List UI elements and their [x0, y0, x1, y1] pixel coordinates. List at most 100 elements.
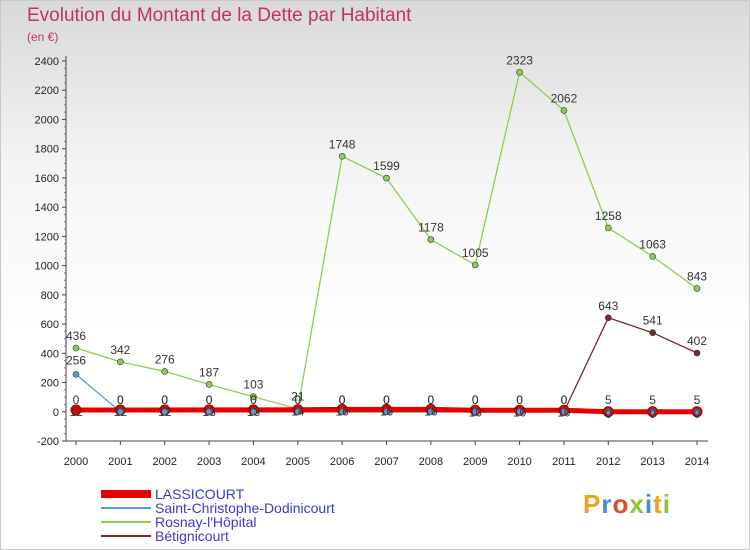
x-tick-label: 2001 [108, 456, 132, 468]
x-tick-label: 2002 [152, 456, 176, 468]
data-label: 12 [69, 405, 83, 419]
data-label: 0 [561, 393, 568, 407]
x-tick-label: 2013 [640, 456, 664, 468]
x-tick-label: 2012 [596, 456, 620, 468]
x-tick-label: 2004 [241, 456, 265, 468]
data-point [294, 408, 302, 416]
x-tick-label: 2010 [507, 456, 531, 468]
data-point [161, 408, 169, 416]
data-label: 1178 [418, 221, 444, 235]
data-label: 10 [469, 405, 483, 419]
data-point [604, 314, 612, 322]
data-label: 0 [250, 393, 257, 407]
y-tick-label: 2000 [35, 114, 59, 126]
data-label: 0 [73, 393, 80, 407]
data-label: 541 [643, 314, 663, 328]
data-point [693, 408, 701, 416]
data-point [604, 408, 612, 416]
data-label: 0 [472, 393, 479, 407]
data-label: 0 [339, 393, 346, 407]
data-label: 0 [161, 393, 168, 407]
data-point [693, 285, 701, 292]
data-label: 13 [202, 405, 216, 419]
data-point [649, 408, 657, 416]
data-label: 14 [291, 405, 305, 419]
legend-label: Rosnay-l'Hôpital [155, 514, 257, 530]
data-point [471, 408, 479, 416]
data-label: 0 [206, 393, 213, 407]
logo-letter: i [644, 489, 654, 519]
y-tick-label: 2400 [35, 56, 59, 68]
data-point [560, 107, 568, 114]
x-tick-label: 2007 [374, 456, 398, 468]
data-label: 643 [598, 299, 618, 313]
legend-label: Saint-Christophe-Dodinicourt [155, 500, 335, 516]
data-label: 0 [383, 393, 390, 407]
y-tick-label: 1000 [35, 261, 59, 273]
data-label: 16 [335, 404, 349, 418]
data-point [117, 358, 124, 366]
x-tick-label: 2003 [197, 456, 221, 468]
data-label: 103 [243, 378, 263, 392]
data-label: 0 [561, 393, 568, 407]
data-label: 187 [199, 365, 219, 379]
data-label: 0 [206, 393, 213, 407]
data-label: 0 [516, 393, 523, 407]
data-point [72, 344, 80, 352]
data-label: 21 [291, 390, 305, 404]
data-label: 0 [117, 393, 124, 407]
logo-letter: o [612, 489, 630, 519]
data-label: 12 [114, 405, 128, 419]
data-label: 1748 [329, 137, 356, 151]
data-point [161, 368, 169, 375]
logo-letter: t [653, 489, 663, 519]
data-label: 2323 [506, 53, 533, 67]
chart-unit-label: (en €) [27, 30, 59, 44]
legend-swatch [101, 490, 151, 498]
y-tick-label: 1200 [35, 231, 59, 243]
data-point [649, 253, 656, 260]
data-point [205, 408, 213, 416]
data-label: 13 [247, 405, 261, 419]
data-label: 5 [694, 393, 701, 407]
data-point [383, 174, 390, 182]
x-tick-label: 2011 [552, 456, 576, 468]
data-label: 16 [380, 404, 394, 418]
data-label: 1599 [373, 159, 400, 173]
data-label: 1258 [595, 209, 622, 223]
x-tick-label: 2009 [463, 456, 487, 468]
data-label: 2062 [551, 91, 578, 105]
y-tick-label: 2200 [35, 85, 59, 97]
legend-item: Saint-Christophe-Dodinicourt [101, 500, 335, 516]
logo-letter: r [601, 489, 613, 519]
chart-title: Evolution du Montant de la Dette par Hab… [27, 5, 412, 26]
data-point [516, 408, 523, 416]
data-label: 402 [687, 334, 707, 348]
data-label: 436 [66, 329, 86, 343]
data-label: 0 [117, 393, 124, 407]
data-point [427, 408, 435, 416]
data-point [560, 408, 568, 416]
data-point [427, 236, 435, 243]
legend-swatch [101, 521, 151, 523]
logo-letter: P [583, 489, 602, 519]
x-tick-label: 2014 [685, 456, 709, 468]
data-label: 0 [472, 393, 479, 407]
data-label: 1005 [462, 246, 489, 260]
data-point [338, 152, 346, 160]
data-point [693, 349, 701, 357]
data-label: 0 [649, 407, 656, 421]
data-label: 5 [605, 393, 612, 407]
data-label: 0 [161, 393, 168, 407]
legend-item: Rosnay-l'Hôpital [101, 514, 257, 530]
y-tick-label: 600 [41, 319, 59, 331]
data-label: 16 [424, 404, 438, 418]
data-label: 0 [339, 393, 346, 407]
data-label: 1063 [639, 237, 666, 251]
data-point [604, 224, 612, 232]
y-tick-label: 200 [41, 378, 59, 390]
data-label: 0 [428, 393, 435, 407]
data-label: 0 [694, 407, 701, 421]
data-label: 342 [110, 343, 130, 357]
